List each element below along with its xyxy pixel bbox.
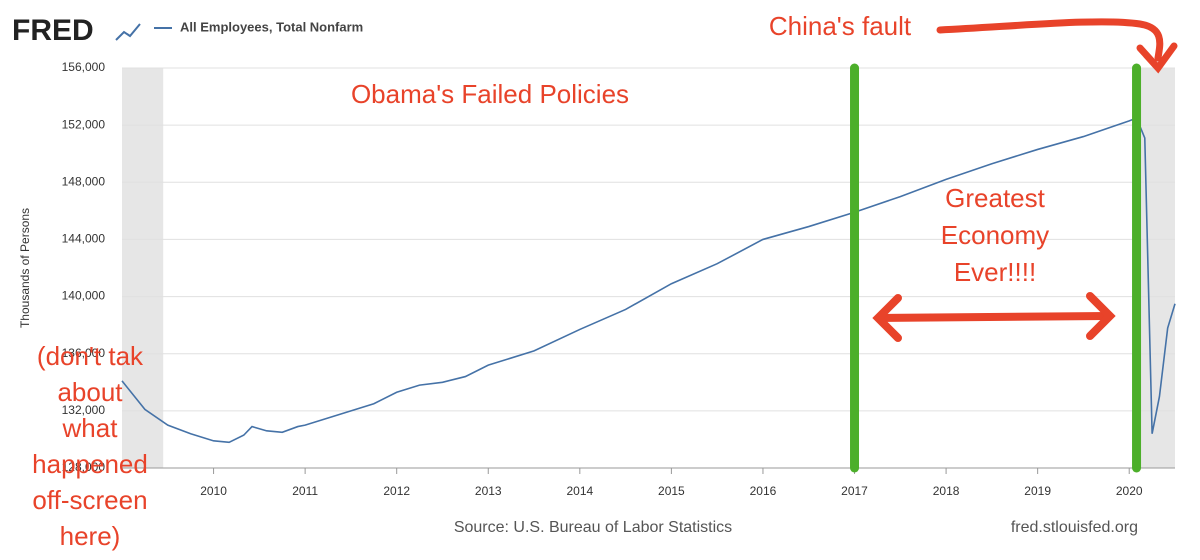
y-tick-label: 148,000 [62,174,106,188]
annotation: Ever!!!! [954,257,1036,287]
arrow [872,292,1116,342]
annotation: happened [32,449,148,479]
shaded-period [1140,68,1175,468]
x-tick-label: 2018 [933,484,960,498]
annotation: Economy [941,220,1049,250]
x-tick-label: 2014 [566,484,593,498]
x-tick-label: 2015 [658,484,685,498]
x-tick-label: 2010 [200,484,227,498]
brand-icon [115,23,141,41]
legend-label: All Employees, Total Nonfarm [180,19,363,34]
y-axis-label: Thousands of Persons [18,208,32,328]
shaded-period [122,68,164,468]
annotation: about [57,377,123,407]
annotation: off-screen [32,485,147,515]
series-line [121,116,1176,444]
x-tick-label: 2017 [841,484,868,498]
x-tick-label: 2013 [475,484,502,498]
y-tick-label: 132,000 [62,403,106,417]
annotation: China's fault [769,11,912,41]
x-tick-label: 2012 [383,484,410,498]
y-tick-label: 156,000 [62,60,106,74]
arrow [876,312,1112,322]
annotations: Obama's Failed Policies China's fault Gr… [32,11,1178,551]
y-tick-label: 128,000 [62,460,106,474]
y-tick-label: 136,000 [62,346,106,360]
brand: FRED [12,14,94,47]
x-tick-label: 2020 [1116,484,1143,498]
annotation: what [62,413,119,443]
annotation: here) [60,521,121,551]
y-tick-label: 144,000 [62,232,106,246]
plot: 128,000 132,000 136,000 140,000 144,000 148,0… [62,60,1176,498]
annotation: Obama's Failed Policies [351,79,629,109]
annotation: (don't tak [37,341,144,371]
x-tick-label: 2016 [750,484,777,498]
source: Source: U.S. Bureau of Labor Statistics [454,519,732,536]
y-tick-label: 152,000 [62,117,106,131]
site: fred.stlouisfed.org [1011,519,1138,536]
x-tick-label: 2019 [1024,484,1051,498]
annotation: Greatest [945,183,1045,213]
arrow [936,18,1164,62]
x-tick-label: 2011 [292,484,318,498]
arrow [1136,42,1178,74]
y-tick-label: 140,000 [62,289,106,303]
